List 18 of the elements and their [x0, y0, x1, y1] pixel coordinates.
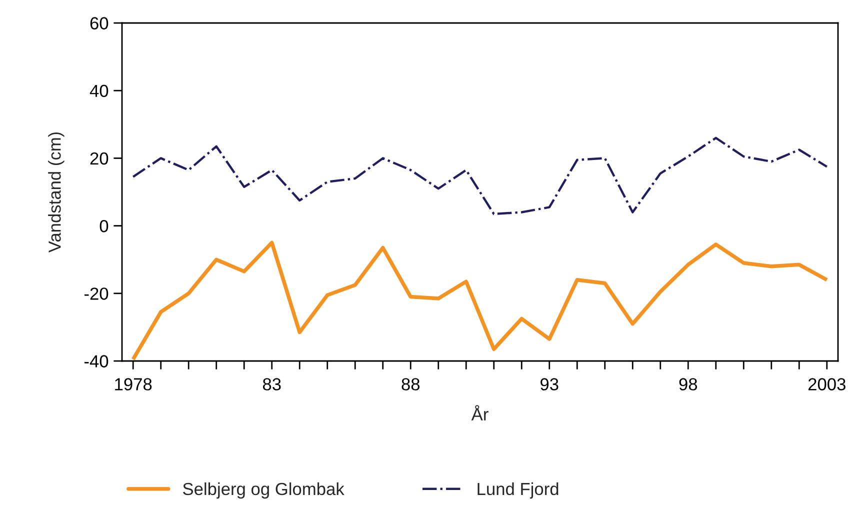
y-axis-title: Vandstand (cm) — [48, 132, 64, 253]
legend-label: Lund Fjord — [478, 482, 558, 499]
line-series — [132, 136, 828, 216]
x-axis-title: År — [471, 405, 488, 420]
x-tick-label: 2003 — [808, 378, 846, 390]
y-tick-label: 20 — [90, 152, 108, 165]
y-tick-label: -40 — [84, 355, 108, 368]
x-tick-label: 83 — [262, 378, 281, 390]
y-tick-label: 40 — [90, 84, 108, 98]
legend-label: Selbjerg og Glombak — [183, 482, 344, 499]
y-tick-label: 0 — [100, 220, 108, 232]
x-tick-label: 88 — [402, 378, 420, 390]
x-tick-label: 93 — [540, 378, 558, 390]
y-tick-label: 60 — [90, 17, 108, 30]
x-tick-label: 98 — [679, 378, 698, 390]
y-tick-label: -20 — [84, 288, 108, 300]
line-series — [131, 240, 829, 361]
x-tick-label: 1978 — [115, 378, 152, 390]
